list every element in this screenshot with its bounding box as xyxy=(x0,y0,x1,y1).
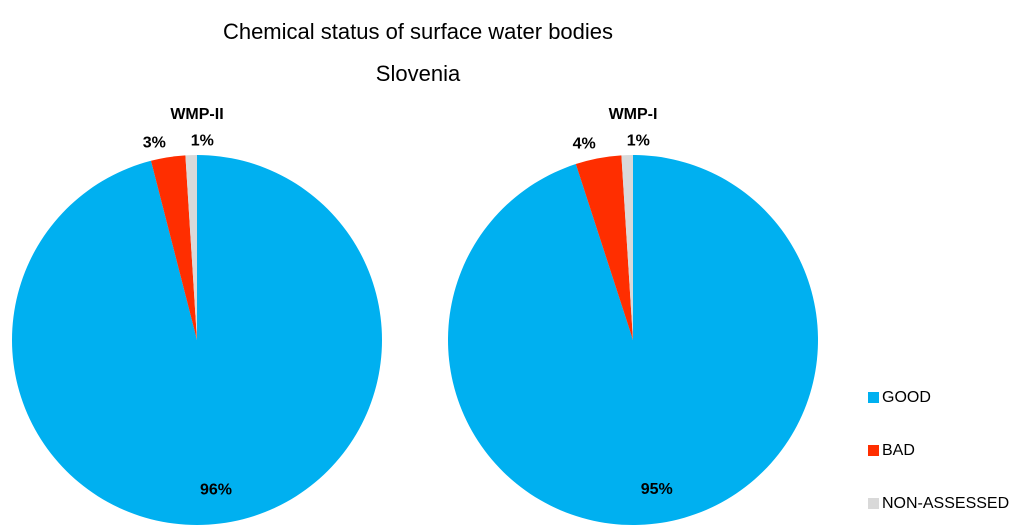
chart-subtitle: Slovenia xyxy=(376,61,461,86)
legend-swatch xyxy=(868,498,879,509)
chart-title: Chemical status of surface water bodies xyxy=(223,19,613,44)
legend-label: GOOD xyxy=(882,389,931,406)
legend-label: NON-ASSESSED xyxy=(882,495,1009,512)
legend-swatch xyxy=(868,445,879,456)
pie-slice xyxy=(150,155,197,340)
data-label: 96% xyxy=(200,482,232,499)
pie-slice xyxy=(621,155,633,340)
pie-slice xyxy=(575,155,633,340)
data-label: 3% xyxy=(143,135,166,152)
data-label: 4% xyxy=(573,136,596,153)
pie-slice xyxy=(185,155,197,340)
data-label: 95% xyxy=(641,481,673,498)
pie-title: WMP-II xyxy=(170,106,223,123)
pie-slice xyxy=(11,155,382,525)
legend-swatch xyxy=(868,392,879,403)
data-label: 1% xyxy=(627,132,650,149)
pie-title: WMP-I xyxy=(609,106,658,123)
data-label: 1% xyxy=(191,132,214,149)
pie-slice xyxy=(448,155,819,526)
legend-label: BAD xyxy=(882,442,915,459)
